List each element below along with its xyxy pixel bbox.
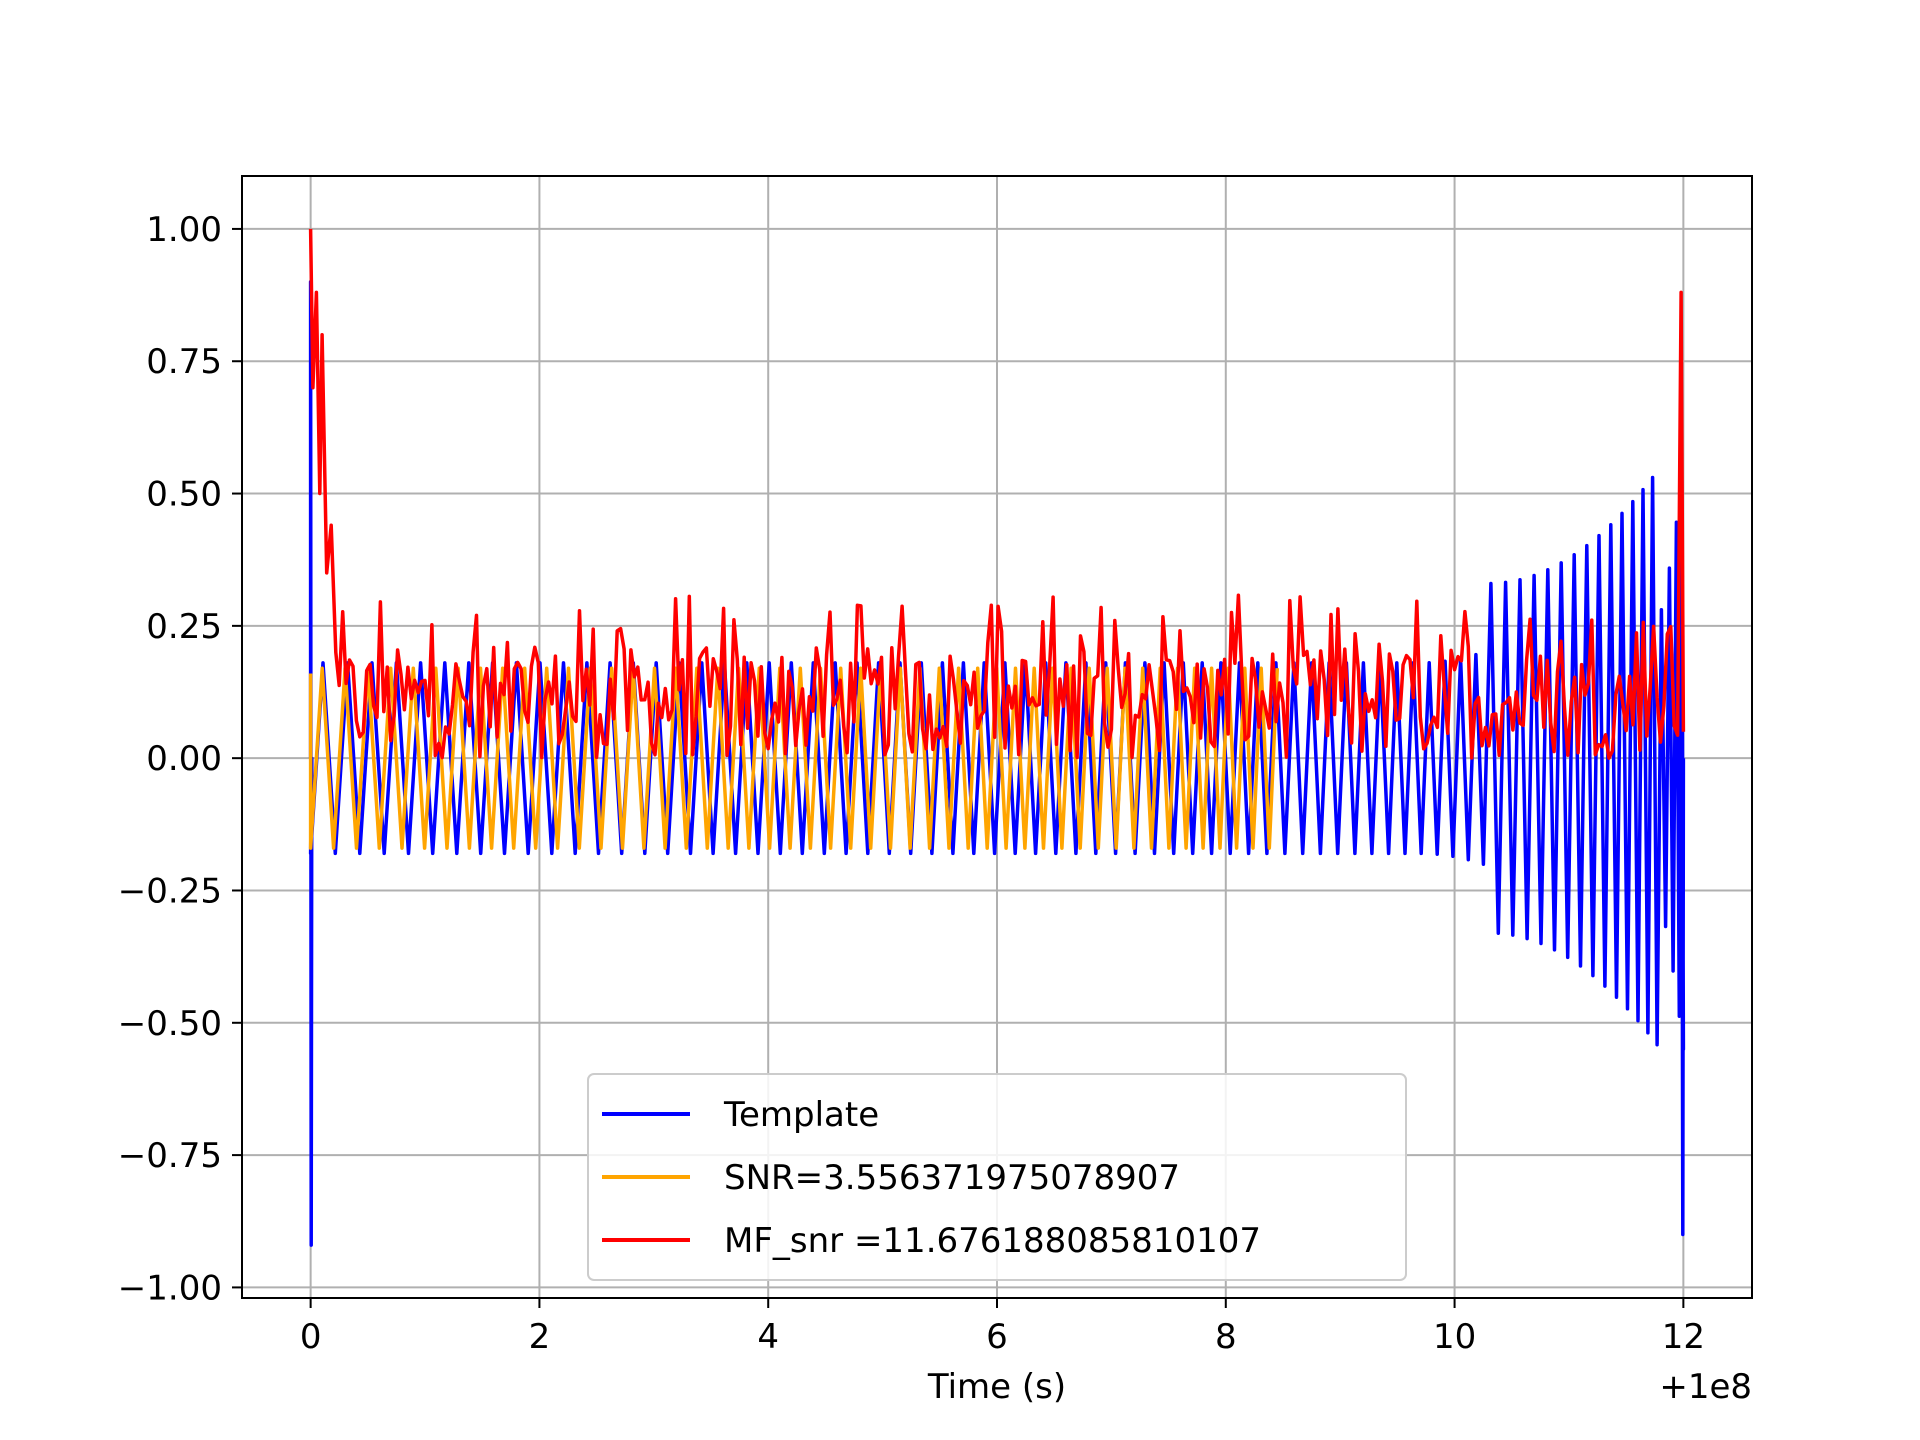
y-tick-label: −1.00	[118, 1268, 222, 1308]
legend-label-0: Template	[723, 1095, 879, 1135]
y-tick-label: −0.75	[118, 1136, 222, 1176]
x-tick-label: 4	[757, 1317, 779, 1357]
legend-label-2: MF_snr =11.676188085810107	[724, 1221, 1261, 1261]
x-tick-label: 8	[1215, 1317, 1237, 1357]
legend: Template SNR=3.556371975078907 MF_snr =11.…	[587, 1073, 1407, 1281]
x-tick-label: 12	[1662, 1317, 1705, 1357]
legend-label-1: SNR=3.556371975078907	[724, 1158, 1180, 1198]
x-tick-label: 6	[986, 1317, 1008, 1357]
x-axis-offset-label: +1e8	[1659, 1367, 1752, 1407]
x-tick-label: 10	[1433, 1317, 1476, 1357]
series-line-2	[308, 228, 1686, 760]
x-axis-label: Time (s)	[927, 1367, 1066, 1407]
y-tick-label: 1.00	[146, 210, 222, 250]
ticks: 0 2 4 6 8 10 12 1.00 0.75 0.50 0.25 0.00 −0.25 −0.50 −…	[118, 210, 1705, 1357]
y-tick-label: 0.25	[146, 607, 222, 647]
legend-box	[587, 1073, 1407, 1281]
series-line-1	[308, 666, 1280, 850]
y-tick-label: 0.75	[146, 342, 222, 382]
y-tick-label: 0.00	[146, 739, 222, 779]
y-tick-label: −0.25	[118, 871, 222, 911]
y-tick-label: −0.50	[118, 1004, 222, 1044]
x-tick-label: 2	[529, 1317, 551, 1357]
y-tick-label: 0.50	[146, 475, 222, 515]
x-tick-label: 0	[300, 1317, 322, 1357]
plot-area	[308, 228, 1686, 1247]
